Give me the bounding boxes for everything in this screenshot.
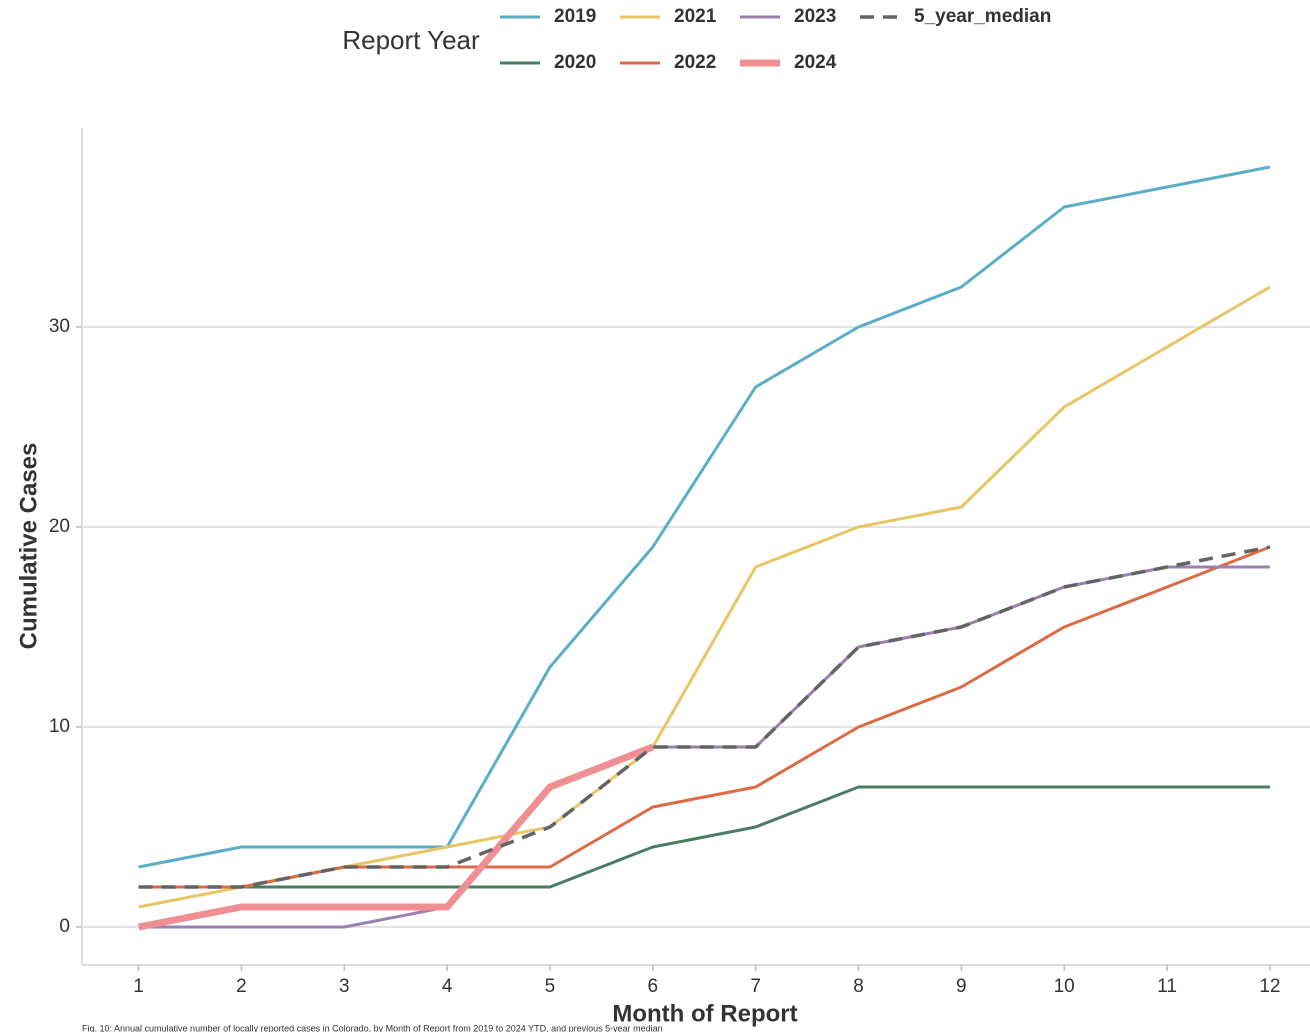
- series-line: [138, 165, 1271, 869]
- legend-label: 2022: [674, 52, 716, 73]
- x-tick-label: 12: [1259, 976, 1280, 997]
- x-tick-label: 6: [648, 976, 659, 997]
- legend-label: 2021: [674, 6, 717, 27]
- y-axis-label: Cumulative Cases: [15, 443, 42, 650]
- x-axis-label: Month of Report: [612, 1000, 797, 1027]
- x-tick-label: 2: [236, 976, 247, 997]
- legend-label: 5_year_median: [914, 6, 1051, 27]
- x-tick-label: 1: [133, 976, 144, 997]
- legend-label: 2020: [554, 52, 596, 73]
- series-line: [138, 785, 1270, 889]
- series: [138, 785, 1270, 889]
- x-tick-label: 9: [956, 976, 967, 997]
- series: [137, 743, 655, 931]
- legend-label: 2024: [794, 52, 837, 73]
- y-tick-label: 10: [49, 716, 70, 737]
- series-line: [137, 743, 655, 931]
- series: [138, 545, 1271, 889]
- y-tick-label: 20: [49, 516, 70, 537]
- series-line: [138, 285, 1271, 909]
- x-tick-label: 7: [750, 976, 761, 997]
- x-tick-label: 10: [1054, 976, 1075, 997]
- legend-label: 2023: [794, 6, 836, 27]
- series: [138, 165, 1271, 869]
- legend-title: Report Year: [342, 25, 480, 55]
- series-line: [138, 545, 1271, 889]
- y-tick-label: 0: [59, 916, 70, 937]
- legend-label: 2019: [554, 6, 596, 27]
- x-tick-label: 5: [545, 976, 556, 997]
- caption: Fig. 10: Annual cumulative number of loc…: [82, 1023, 663, 1032]
- x-tick-label: 11: [1157, 976, 1177, 997]
- x-tick-label: 3: [339, 976, 350, 997]
- series: [138, 285, 1271, 909]
- x-tick-label: 4: [442, 976, 453, 997]
- x-tick-label: 8: [853, 976, 864, 997]
- y-tick-label: 30: [49, 316, 70, 337]
